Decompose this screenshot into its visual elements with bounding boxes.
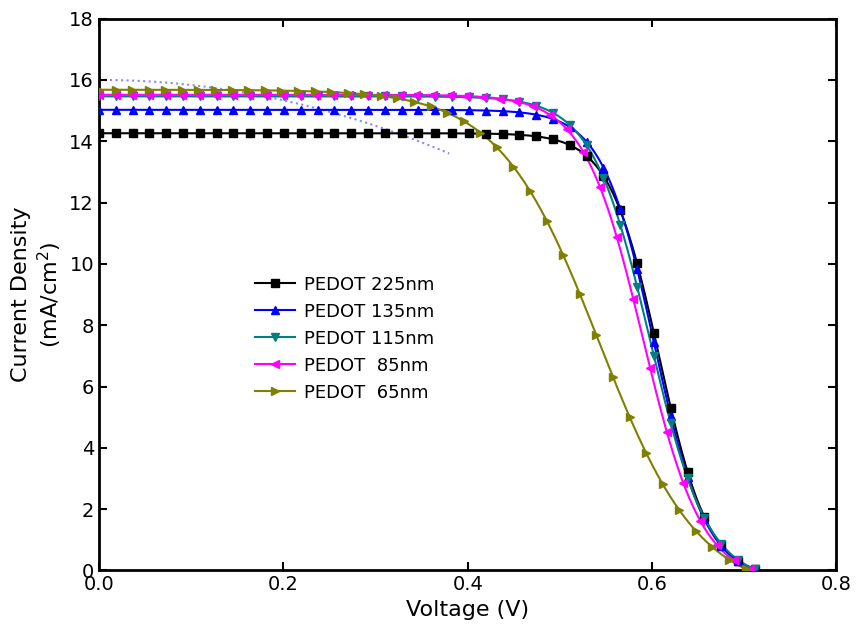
X-axis label: Voltage (V): Voltage (V) [406, 600, 529, 620]
Y-axis label: Current Density
(mA/cm$^2$): Current Density (mA/cm$^2$) [11, 207, 64, 382]
Legend: PEDOT 225nm, PEDOT 135nm, PEDOT 115nm, PEDOT  85nm, PEDOT  65nm: PEDOT 225nm, PEDOT 135nm, PEDOT 115nm, P… [255, 276, 435, 402]
